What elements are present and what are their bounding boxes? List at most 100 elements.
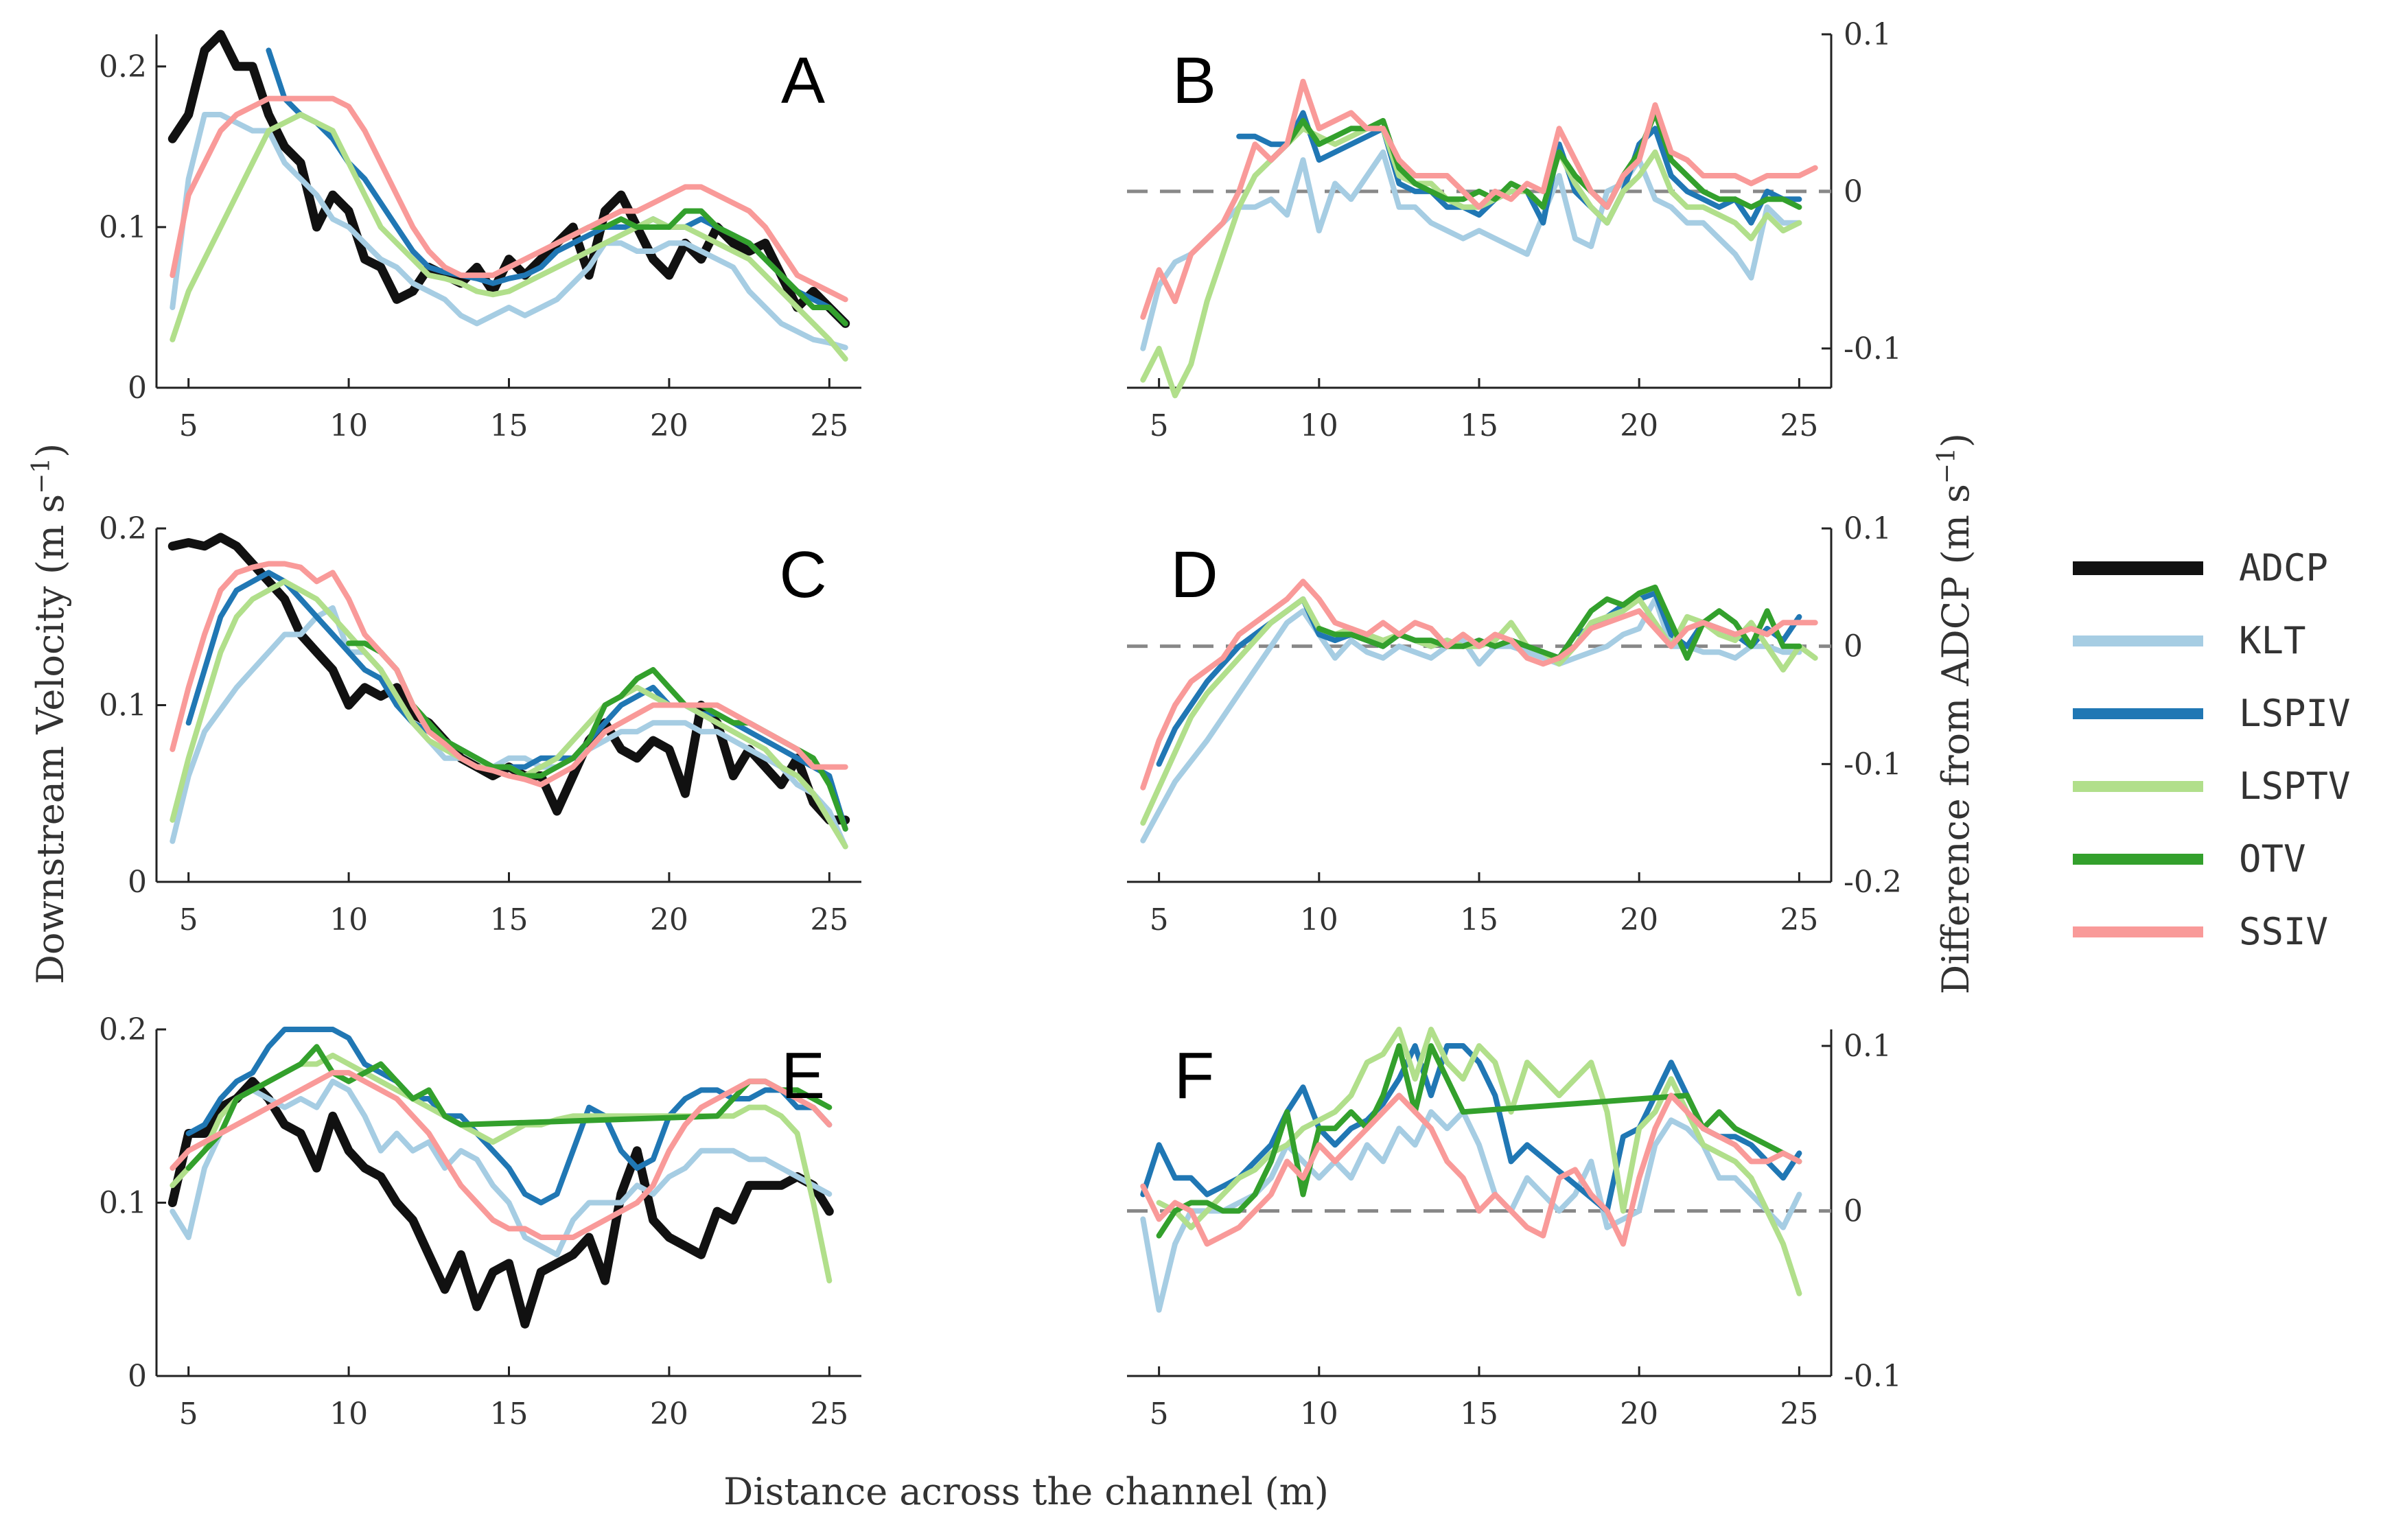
x-tick-label: 10: [1300, 1397, 1338, 1432]
x-tick-label: 10: [1300, 902, 1338, 937]
panel-letter: C: [779, 538, 826, 611]
y-tick-label: 0.1: [1844, 1029, 1892, 1064]
legend-item-ssiv: SSIV: [2073, 910, 2328, 953]
y-axis-title-right-close: ): [1934, 433, 1977, 447]
legend-item-lsptv: LSPTV: [2073, 765, 2351, 808]
x-tick-label: 5: [1150, 408, 1169, 443]
y-tick-label: 0.1: [99, 1186, 147, 1221]
series-line-ssiv: [170, 561, 848, 788]
panel-a: 5 10 15 20 25 0 0.1 0.2 A: [99, 30, 861, 443]
series-line-lspiv: [1156, 590, 1802, 767]
x-tick-label: 20: [1620, 902, 1658, 937]
legend-label: LSPTV: [2239, 765, 2351, 808]
y-axis-title-right-exponent: −1: [1933, 447, 1961, 484]
y-axis-title-left-exponent: −1: [27, 458, 56, 494]
panel-letter: A: [781, 44, 825, 117]
legend-item-klt: KLT: [2073, 619, 2306, 662]
y-axis-title-right: Difference from ADCP (m s−1): [1933, 433, 1978, 994]
panel-letter: B: [1172, 44, 1216, 117]
x-tick-label: 5: [1150, 1397, 1169, 1432]
x-tick-label: 5: [179, 408, 198, 443]
x-tick-label: 20: [650, 408, 688, 443]
y-tick-label: 0.1: [1844, 511, 1892, 546]
series-line-otv: [554, 208, 848, 327]
y-tick-label: 0.2: [99, 511, 147, 546]
x-tick-label: 20: [650, 1397, 688, 1432]
x-tick-label: 25: [810, 408, 848, 443]
x-tick-label: 5: [179, 902, 198, 937]
y-tick-label: 0.1: [99, 688, 147, 723]
panel-c: 5 10 15 20 25 0 0.1 0.2 C: [99, 511, 861, 937]
series-line-lspiv: [266, 47, 848, 327]
panel-letter: D: [1170, 538, 1218, 611]
y-tick-label: 0: [128, 1359, 147, 1394]
legend: ADCP KLT LSPIV LSPTV OTV SSIV: [2073, 546, 2351, 953]
y-axis-title-left: Downstream Velocity (m s−1): [27, 443, 73, 985]
series-line-klt: [170, 605, 848, 850]
x-tick-label: 20: [650, 902, 688, 937]
x-tick-label: 25: [1780, 1397, 1818, 1432]
x-tick-label: 5: [1150, 902, 1169, 937]
y-tick-label: 0: [128, 371, 147, 406]
panel-f: 5 10 15 20 25 -0.1 0 0.1 F: [1127, 1027, 1902, 1432]
legend-label: SSIV: [2239, 910, 2328, 953]
series-line-klt: [170, 112, 848, 351]
y-tick-label: 0.1: [1844, 17, 1892, 52]
x-tick-label: 25: [1780, 408, 1818, 443]
series-line-adcp: [167, 1077, 834, 1329]
y-axis-title-left-close: ): [29, 443, 72, 458]
y-tick-label: 0.2: [99, 49, 147, 84]
legend-item-otv: OTV: [2073, 837, 2306, 880]
x-tick-label: 25: [810, 1397, 848, 1432]
series-line-klt: [1140, 149, 1802, 351]
x-axis-title: Distance across the channel (m): [723, 1470, 1329, 1513]
legend-label: LSPIV: [2239, 692, 2351, 735]
y-tick-label: 0: [1844, 1194, 1863, 1229]
y-tick-label: -0.1: [1844, 747, 1902, 782]
legend-item-lspiv: LSPIV: [2073, 692, 2351, 735]
series-line-ssiv: [170, 1070, 833, 1240]
x-tick-label: 15: [1460, 1397, 1498, 1432]
x-tick-label: 15: [490, 408, 528, 443]
x-tick-label: 10: [1300, 408, 1338, 443]
x-tick-label: 10: [329, 1397, 368, 1432]
y-tick-label: -0.2: [1844, 865, 1902, 900]
x-tick-label: 5: [179, 1397, 198, 1432]
legend-label: KLT: [2239, 619, 2306, 662]
y-tick-label: -0.1: [1844, 1359, 1902, 1394]
panel-d: 5 10 15 20 25 -0.2 -0.1 0 0.1 D: [1127, 511, 1902, 937]
panels-layer: 5 10 15 20 25 0 0.1 0.2 A 5 10 15 20 25 -0.1 0 0.1 B 5 10 15…: [99, 17, 1902, 1432]
x-tick-label: 10: [329, 408, 368, 443]
x-tick-label: 10: [329, 902, 368, 937]
x-tick-label: 15: [1460, 408, 1498, 443]
y-tick-label: 0: [1844, 174, 1863, 209]
series-line-lsptv: [1140, 126, 1802, 399]
series-line-otv: [1156, 1043, 1802, 1239]
series-line-lsptv: [170, 579, 848, 850]
panel-letter: F: [1174, 1039, 1215, 1112]
series-line-otv: [1268, 110, 1802, 210]
legend-label: ADCP: [2239, 546, 2328, 590]
series-line-ssiv: [170, 95, 848, 303]
panel-b: 5 10 15 20 25 -0.1 0 0.1 B: [1127, 17, 1902, 443]
series-line-ssiv: [1140, 78, 1818, 320]
x-tick-label: 15: [1460, 902, 1498, 937]
legend-item-adcp: ADCP: [2073, 546, 2328, 590]
series-line-lsptv: [1156, 1027, 1802, 1296]
series-line-klt: [170, 1078, 833, 1258]
panel-letter: E: [781, 1039, 825, 1112]
y-tick-label: 0: [1844, 629, 1863, 664]
y-tick-label: 0.2: [99, 1012, 147, 1047]
x-tick-label: 25: [1780, 902, 1818, 937]
x-tick-label: 20: [1620, 1397, 1658, 1432]
x-tick-label: 25: [810, 902, 848, 937]
series-line-ssiv: [1140, 579, 1818, 791]
y-tick-label: 0.1: [99, 210, 147, 245]
y-axis-title-left-text: Downstream Velocity (m s: [29, 494, 72, 984]
y-tick-label: 0: [128, 865, 147, 900]
series-line-lsptv: [170, 112, 848, 362]
y-axis-title-right-text: Difference from ADCP (m s: [1934, 484, 1977, 994]
legend-label: OTV: [2239, 837, 2306, 880]
x-tick-label: 15: [490, 1397, 528, 1432]
